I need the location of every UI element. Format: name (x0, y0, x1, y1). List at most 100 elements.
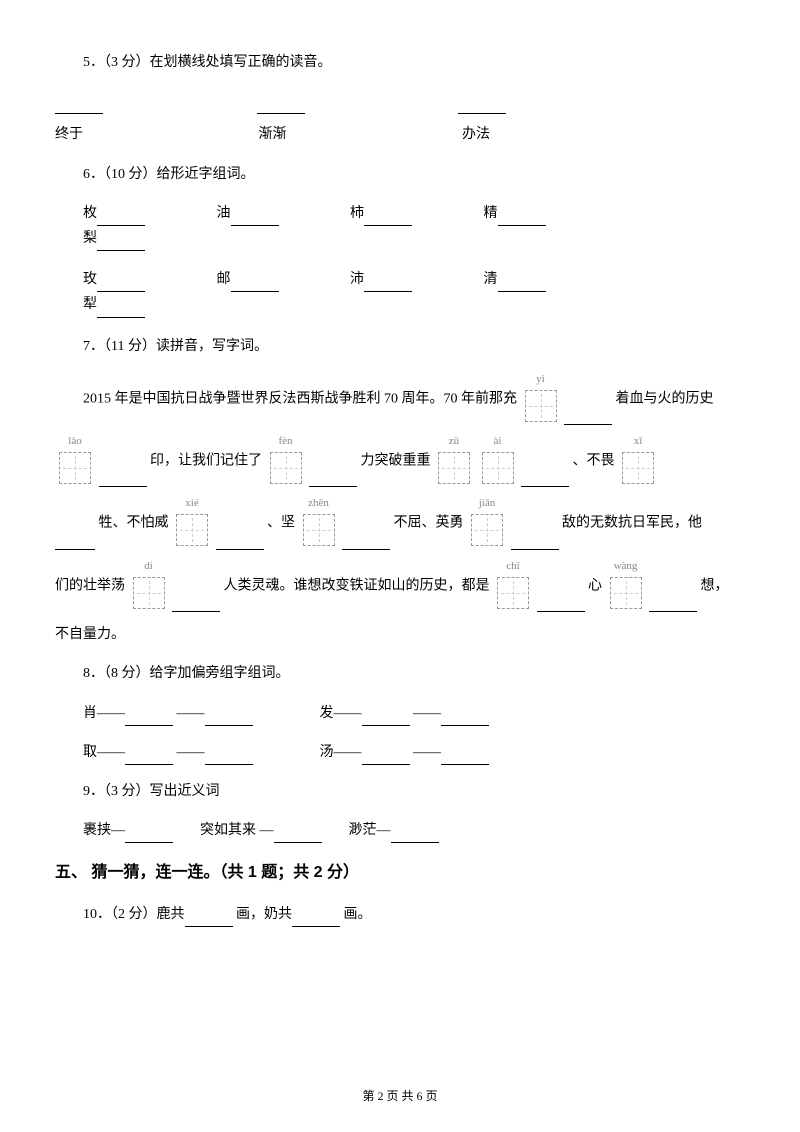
blank[interactable] (564, 409, 612, 425)
blank[interactable] (231, 276, 279, 292)
page-footer: 第 2 页 共 6 页 (0, 1086, 800, 1108)
blank[interactable] (125, 749, 173, 765)
q6-row1: 枚 油 柿 精 梨 (55, 201, 745, 251)
pinyin-di: dí (131, 560, 167, 612)
blank[interactable] (97, 276, 145, 292)
q7-line5: 不自量力。 (55, 622, 745, 647)
q6-row2: 玫 邮 沛 清 犁 (55, 267, 745, 317)
q9-w3: 渺茫— (349, 823, 391, 838)
q7-line3: 牲、不怕威 xié 、坚 zhēn 不屈、英勇 jiān 敌的无数抗日军民，他 (55, 497, 745, 549)
char-box[interactable] (438, 452, 470, 484)
char-box[interactable] (610, 577, 642, 609)
q7-line2: lào 印，让我们记住了 fèn 力突破重重 zǔ ài 、不畏 xī (55, 435, 745, 487)
q6-r1c5: 梨 (83, 231, 97, 246)
q7-t1b: 着血与火的历史 (616, 391, 714, 406)
blank[interactable] (97, 210, 145, 226)
pinyin-zhen: zhēn (301, 497, 337, 549)
blank[interactable] (391, 827, 439, 843)
char-box[interactable] (270, 452, 302, 484)
blank[interactable] (205, 710, 253, 726)
blank[interactable] (292, 911, 340, 927)
char-box[interactable] (471, 514, 503, 546)
blank[interactable] (364, 276, 412, 292)
char-box[interactable] (482, 452, 514, 484)
char-box[interactable] (497, 577, 529, 609)
blank[interactable] (521, 471, 569, 487)
q10: 10．（2 分）鹿共 画，奶共 画。 (55, 902, 745, 927)
q10-b: 画，奶共 (236, 907, 292, 922)
q5-w1: 终于 (55, 122, 255, 147)
pinyin-chi: chī (495, 560, 531, 612)
blank[interactable] (185, 911, 233, 927)
q7-prompt: 7．（11 分）读拼音，写字词。 (55, 334, 745, 359)
blank[interactable] (441, 749, 489, 765)
q7-t4a: 们的壮举荡 (55, 578, 125, 593)
blank[interactable] (511, 534, 559, 550)
pinyin-xi: xī (620, 435, 656, 487)
q9-row: 裹挟— 突如其来 — 渺茫— (55, 818, 745, 843)
blank[interactable] (364, 210, 412, 226)
blank[interactable] (231, 210, 279, 226)
blank[interactable] (99, 471, 147, 487)
q8-prompt: 8．（8 分）给字加偏旁组字组词。 (55, 661, 745, 686)
char-box[interactable] (525, 390, 557, 422)
pinyin-yi: yì (523, 373, 559, 425)
pinyin-wang: wàng (608, 560, 644, 612)
blank[interactable] (649, 596, 697, 612)
blank[interactable] (362, 749, 410, 765)
blank[interactable] (537, 596, 585, 612)
q6-r1c2: 油 (217, 206, 231, 221)
blank[interactable] (342, 534, 390, 550)
q7-t3a: 牲、不怕威 (99, 516, 169, 531)
char-box[interactable] (176, 514, 208, 546)
blank[interactable] (216, 534, 264, 550)
blank[interactable] (362, 710, 410, 726)
section-5-heading: 五、 猜一猜，连一连。（共 1 题；共 2 分） (55, 859, 745, 888)
blank[interactable] (97, 302, 145, 318)
q6-r1c3: 柿 (350, 206, 364, 221)
char-box[interactable] (303, 514, 335, 546)
blank[interactable] (125, 710, 173, 726)
q8-r2b: 汤—— (320, 745, 362, 760)
blank[interactable] (274, 827, 322, 843)
q5-w3: 办法 (462, 127, 490, 142)
q6-r2c4: 清 (484, 272, 498, 287)
blank[interactable] (55, 534, 95, 550)
q8-r2a: 取—— (83, 745, 125, 760)
q8-r1a: 肖—— (83, 706, 125, 721)
blank[interactable] (309, 471, 357, 487)
q8-row2: 取—— —— 汤—— —— (55, 740, 745, 765)
q7-t4d: 想， (701, 578, 729, 593)
blank[interactable] (205, 749, 253, 765)
q5-w2: 渐渐 (259, 122, 459, 147)
q5-blank-2[interactable] (257, 98, 305, 114)
blank[interactable] (498, 276, 546, 292)
q5-blank-3[interactable] (458, 98, 506, 114)
q6-r2c2: 邮 (217, 272, 231, 287)
q6-r2c5: 犁 (83, 297, 97, 312)
q6-r2c3: 沛 (350, 272, 364, 287)
blank[interactable] (441, 710, 489, 726)
q9-w2: 突如其来 — (200, 823, 274, 838)
q7-line1: 2015 年是中国抗日战争暨世界反法西斯战争胜利 70 周年。70 年前那充 y… (55, 373, 745, 425)
blank[interactable] (498, 210, 546, 226)
q7-t4c: 心 (588, 578, 602, 593)
char-box[interactable] (622, 452, 654, 484)
q8-r1b: 发—— (320, 706, 362, 721)
char-box[interactable] (59, 452, 91, 484)
q7-line4: 们的壮举荡 dí 人类灵魂。谁想改变铁证如山的历史，都是 chī 心 wàng … (55, 560, 745, 612)
q9-w1: 裹挟— (83, 823, 125, 838)
q6-r1c1: 枚 (83, 206, 97, 221)
q7-t3b: 、坚 (267, 516, 295, 531)
blank[interactable] (172, 596, 220, 612)
blank[interactable] (97, 235, 145, 251)
q7-t2c: 、不畏 (573, 453, 615, 468)
char-box[interactable] (133, 577, 165, 609)
q10-c: 画。 (344, 907, 372, 922)
q5-blank-1[interactable] (55, 98, 103, 114)
q6-r1c4: 精 (484, 206, 498, 221)
q8-row1: 肖—— —— 发—— —— (55, 701, 745, 726)
q7-t4b: 人类灵魂。谁想改变铁证如山的历史，都是 (224, 578, 490, 593)
blank[interactable] (125, 827, 173, 843)
q10-a: 10．（2 分）鹿共 (83, 907, 185, 922)
